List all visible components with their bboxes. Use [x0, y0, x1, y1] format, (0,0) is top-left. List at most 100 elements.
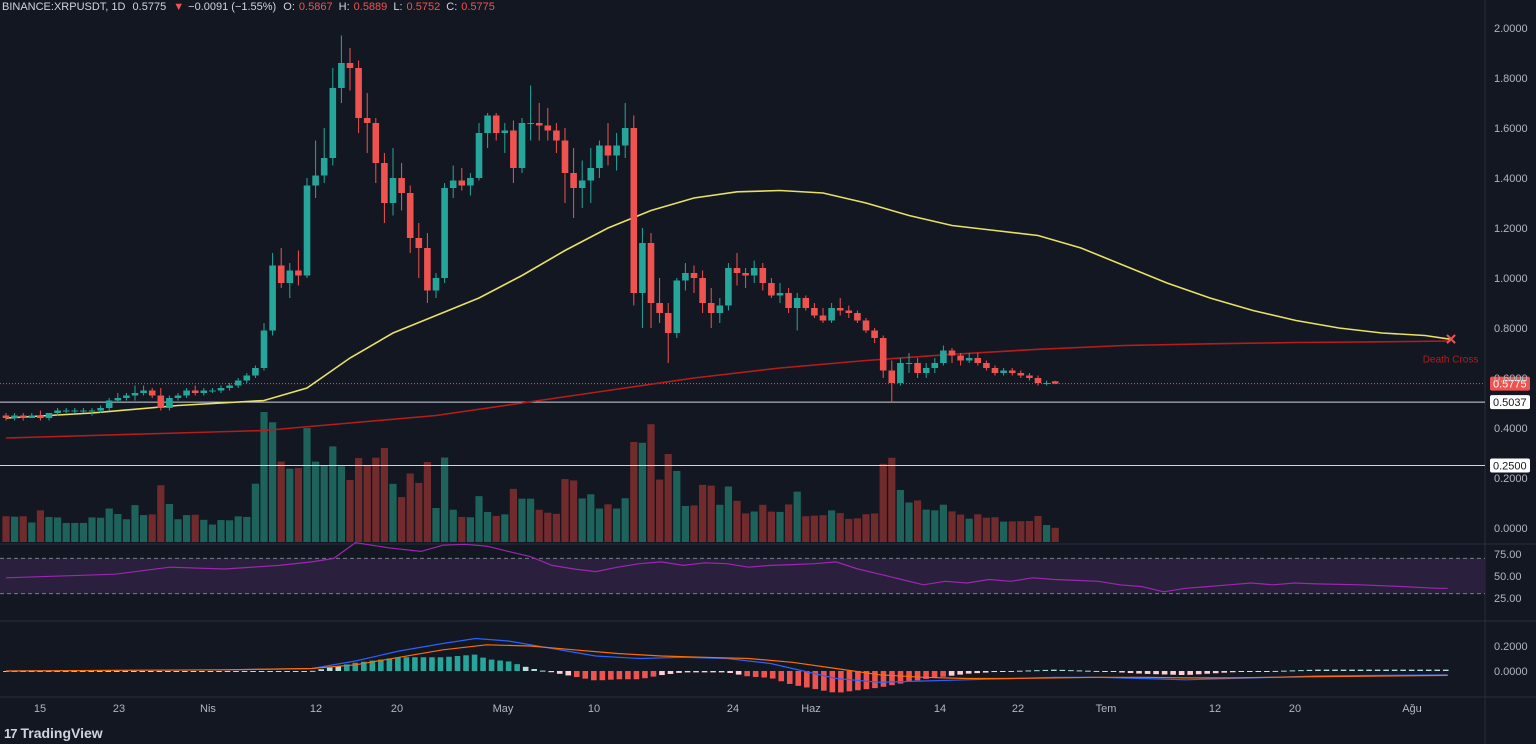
volume-bar — [509, 488, 517, 542]
volume-bar — [991, 517, 999, 542]
candle-body — [690, 273, 698, 278]
macd-histogram-bar — [1400, 669, 1406, 671]
candle-body — [389, 178, 397, 203]
volume-bar — [587, 494, 595, 542]
candle-body — [88, 410, 96, 412]
macd-histogram-bar — [165, 671, 171, 672]
volume-bar — [11, 516, 19, 542]
macd-histogram-bar — [965, 671, 972, 674]
macd-histogram-bar — [412, 657, 418, 671]
price-tick-label: 1.8000 — [1494, 73, 1528, 85]
candle-body — [957, 355, 964, 361]
time-tick-label: Nis — [200, 703, 216, 715]
macd-histogram-bar — [1170, 671, 1176, 675]
volume-bar — [862, 514, 870, 542]
macd-histogram-bar — [1068, 670, 1074, 672]
macd-tick-label: 0.2000 — [1494, 641, 1528, 653]
close-label: C: — [446, 1, 458, 13]
candle-body — [682, 273, 689, 281]
macd-histogram-bar — [1204, 671, 1211, 674]
rsi-band — [0, 558, 1485, 594]
volume-bar — [329, 446, 337, 542]
candle-body — [836, 308, 844, 311]
candle-body — [561, 140, 569, 173]
volume-bar — [372, 457, 380, 542]
high-value: 0.5889 — [353, 1, 388, 13]
macd-histogram-bar — [378, 659, 384, 671]
macd-histogram-bar — [974, 671, 980, 674]
candle-body — [931, 363, 939, 368]
macd-histogram-bar — [1093, 670, 1100, 672]
candle-body — [295, 270, 302, 276]
volume-bar — [269, 422, 277, 542]
price-tick-label: 0.2000 — [1494, 473, 1528, 485]
macd-histogram-bar — [769, 671, 776, 679]
candle-body — [707, 303, 715, 313]
death-cross-marker: ✕ — [1445, 332, 1458, 349]
macd-histogram-bar — [633, 671, 640, 680]
volume-bar — [415, 482, 423, 542]
macd-histogram-bar — [863, 671, 870, 690]
macd-histogram-bar — [1102, 671, 1108, 672]
macd-histogram-bar — [1008, 670, 1015, 672]
candle-body — [37, 415, 44, 418]
volume-bar — [432, 508, 440, 542]
candle-body — [166, 398, 173, 408]
macd-histogram-bar — [1085, 670, 1091, 672]
volume-bar — [879, 463, 887, 542]
macd-histogram-bar — [190, 671, 197, 672]
candle-body — [785, 293, 792, 308]
time-tick-label: Tem — [1096, 703, 1117, 715]
macd-histogram-bar — [761, 671, 768, 678]
macd-histogram-bar — [1161, 671, 1168, 675]
macd-histogram-bar — [1144, 671, 1151, 674]
candle-body — [277, 265, 285, 283]
candle-body — [750, 268, 758, 276]
time-tick-label: 22 — [1012, 703, 1024, 715]
macd-histogram-bar — [326, 667, 333, 671]
candle-body — [200, 390, 208, 393]
volume-bar — [733, 500, 741, 542]
volume-bar — [853, 518, 861, 542]
macd-histogram-bar — [1238, 671, 1245, 672]
candle-body — [1017, 373, 1025, 376]
macd-histogram-bar — [1025, 670, 1032, 672]
candle-body — [54, 410, 61, 413]
tradingview-logo[interactable]: 17 TradingView — [4, 725, 103, 741]
last-price-label-bg — [1490, 376, 1530, 391]
candle-body — [535, 123, 543, 126]
candle-body — [888, 370, 896, 383]
volume-bar — [45, 517, 53, 542]
volume-bar — [97, 517, 105, 542]
last-price: 0.5775 — [132, 1, 167, 13]
candle-body — [621, 128, 629, 146]
candle-body — [501, 130, 509, 133]
horizontal-lines[interactable]: 0.5037 0.2500 0.5775 — [0, 376, 1530, 473]
volume-bar — [604, 504, 612, 542]
candle-body — [879, 338, 887, 371]
price-tick-label: 2.0000 — [1494, 23, 1528, 35]
macd-histogram-bar — [1374, 669, 1381, 671]
candlestick-series — [2, 35, 1059, 421]
candle-body — [441, 188, 448, 278]
macd-histogram-bar — [923, 671, 929, 679]
candle-body — [303, 185, 311, 276]
volume-bar — [673, 470, 681, 542]
macd-histogram-bar — [684, 671, 691, 673]
macd-histogram-bar — [233, 671, 239, 672]
macd-histogram-bar — [463, 655, 469, 671]
macd-histogram-bar — [182, 671, 188, 672]
time-tick-label: 15 — [34, 703, 46, 715]
symbol-label[interactable]: BINANCE:XRPUSDT, 1D — [2, 1, 126, 13]
candle-body — [733, 268, 741, 273]
volume-bar — [1051, 527, 1059, 542]
macd-histogram-bar — [199, 671, 205, 672]
brand-name: TradingView — [20, 725, 103, 741]
macd-histogram-bar — [96, 671, 103, 672]
volume-bar — [234, 516, 242, 542]
price-tick-label: 0.4000 — [1494, 423, 1528, 435]
candle-body — [398, 178, 405, 193]
death-cross-annotation: ✕ Death Cross — [1423, 332, 1479, 366]
